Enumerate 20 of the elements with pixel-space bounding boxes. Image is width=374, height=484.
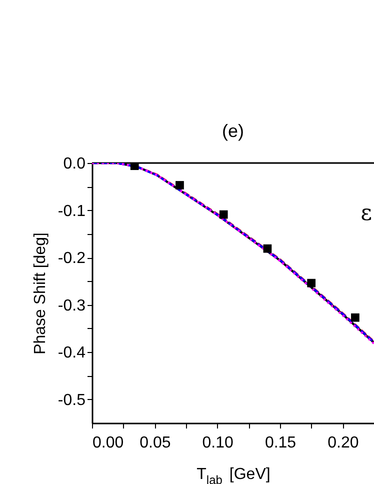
x-tick-label: 0.15 <box>264 434 296 452</box>
chart-title: (e) <box>222 121 244 141</box>
point <box>307 278 316 288</box>
x-tick-label: 0.10 <box>202 434 234 452</box>
y-tick-label: -0.3 <box>58 297 86 314</box>
point <box>176 181 184 190</box>
point <box>130 163 139 170</box>
y-tick-label: -0.5 <box>58 392 86 409</box>
point <box>351 313 360 322</box>
y-tick-label: -0.4 <box>58 344 86 362</box>
x-tick-label: 0.05 <box>140 434 171 452</box>
y-tick-label: 0.0 <box>63 156 86 172</box>
point <box>263 244 272 253</box>
x-tick-label: 0.20 <box>328 434 359 452</box>
y-tick-label: -0.1 <box>58 202 86 220</box>
y-axis-title: Phase Shift [deg] <box>32 232 49 354</box>
x-tick-label: 0.00 <box>92 434 124 452</box>
point <box>219 210 228 219</box>
annotation: ε <box>360 201 372 226</box>
y-tick-label: -0.2 <box>58 250 86 268</box>
